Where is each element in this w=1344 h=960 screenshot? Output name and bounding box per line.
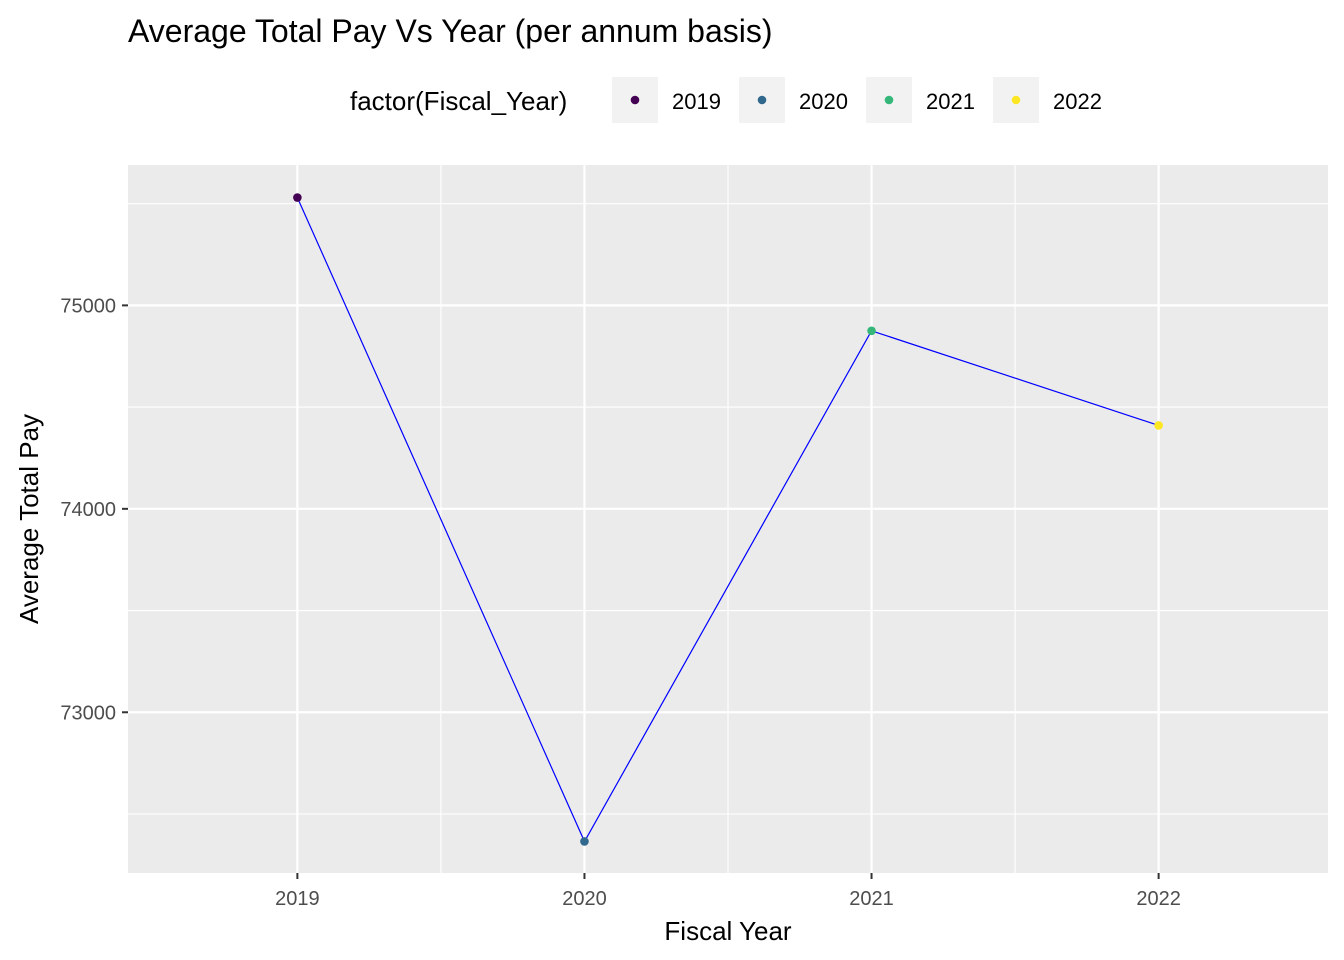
x-axis-label: Fiscal Year [664, 916, 792, 946]
legend-marker-2021 [884, 95, 894, 105]
legend-marker-2022 [1011, 95, 1021, 105]
legend-label-2022: 2022 [1053, 89, 1102, 114]
data-point-2021 [867, 326, 876, 336]
chart-title: Average Total Pay Vs Year (per annum bas… [128, 13, 773, 49]
series-line [296, 197, 1159, 843]
legend-label-2020: 2020 [799, 89, 848, 114]
data-point-2019 [293, 193, 302, 202]
x-tick-label: 2022 [1136, 888, 1181, 910]
y-axis: 73000 74000 75000 [60, 295, 128, 724]
x-tick-label: 2021 [849, 888, 894, 910]
x-axis: 2019 2020 2021 2022 [275, 873, 1181, 910]
legend-marker-2019 [630, 95, 640, 105]
y-tick-label: 75000 [60, 295, 116, 317]
legend-marker-2020 [757, 95, 767, 105]
legend-entries: 2019 2020 2021 2022 [612, 77, 1102, 123]
x-tick-label: 2020 [562, 888, 607, 910]
data-point-2020 [580, 837, 589, 846]
legend-label-2019: 2019 [672, 89, 721, 114]
data-point-2022 [1154, 421, 1163, 430]
data-points [293, 193, 1163, 846]
legend: factor(Fiscal_Year) 2019 2020 2021 2022 [350, 77, 1102, 123]
major-gridlines [128, 165, 1328, 873]
y-tick-label: 74000 [60, 499, 116, 521]
y-axis-label: Average Total Pay [14, 414, 44, 624]
legend-title: factor(Fiscal_Year) [350, 86, 567, 116]
y-tick-label: 73000 [60, 702, 116, 724]
minor-gridlines [128, 165, 1328, 873]
legend-label-2021: 2021 [926, 89, 975, 114]
x-tick-label: 2019 [275, 888, 320, 910]
series-average-total-pay [296, 197, 1159, 843]
